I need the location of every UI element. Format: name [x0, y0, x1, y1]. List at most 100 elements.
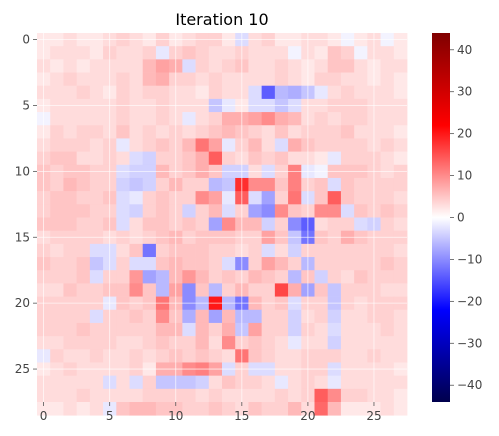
heatmap-cell [195, 388, 210, 403]
heatmap-cell [208, 309, 223, 324]
heatmap-cell [274, 217, 289, 232]
heatmap-cell [354, 388, 368, 403]
heatmap-cell [129, 138, 144, 153]
heatmap-cell [393, 125, 408, 139]
heatmap-cell [248, 375, 263, 390]
heatmap-cell [261, 375, 276, 390]
heatmap-cell [248, 322, 263, 337]
heatmap-cell [63, 375, 78, 390]
heatmap-cell [155, 112, 170, 126]
heatmap-cell [89, 243, 104, 258]
heatmap-cell [248, 177, 263, 192]
heatmap-cell [222, 375, 236, 390]
heatmap-cell [116, 257, 130, 271]
heatmap-cell [76, 309, 91, 324]
heatmap-cell [195, 204, 210, 218]
heatmap-cell [393, 59, 408, 73]
heatmap-cell [261, 336, 276, 350]
heatmap-cell [89, 85, 104, 100]
heatmap-cell [50, 309, 64, 324]
heatmap-cell [222, 402, 236, 416]
heatmap-cell [208, 375, 223, 390]
heatmap-cell [340, 85, 355, 100]
heatmap-cell [89, 270, 104, 284]
heatmap-cell [195, 125, 210, 139]
x-axis: 0 5 10 15 20 25 [40, 402, 382, 423]
heatmap-cell [222, 309, 236, 324]
heatmap-cell [288, 388, 302, 403]
heatmap-cell [327, 59, 342, 73]
heatmap-cell [327, 402, 342, 416]
heatmap-cell [274, 46, 289, 60]
heatmap-cell [314, 309, 329, 324]
heatmap-cell [288, 72, 302, 87]
heatmap-cell [340, 243, 355, 258]
heatmap-cell [288, 204, 302, 218]
heatmap-cell [89, 375, 104, 390]
heatmap-cell [274, 112, 289, 126]
heatmap-cell [116, 217, 130, 232]
heatmap-cell [195, 336, 210, 350]
heatmap-cell [142, 257, 157, 271]
heatmap-cell [129, 243, 144, 258]
heatmap-cell [76, 257, 91, 271]
heatmap-cell [89, 151, 104, 166]
heatmap-cell [182, 349, 196, 363]
heatmap-cell [314, 72, 329, 87]
heatmap-cell [129, 59, 144, 73]
heatmap-cell [195, 270, 210, 284]
heatmap-cell [288, 85, 302, 100]
heatmap-cell [393, 402, 408, 416]
heatmap-cell [116, 336, 130, 350]
heatmap-cell [76, 336, 91, 350]
heatmap-cell [261, 72, 276, 87]
y-tick-label: 25 [15, 362, 30, 376]
heatmap-cell [129, 349, 144, 363]
heatmap-cell [89, 46, 104, 60]
heatmap-cell [195, 217, 210, 232]
heatmap-cell [50, 177, 64, 192]
heatmap-cell [222, 204, 236, 218]
heatmap-cell [222, 112, 236, 126]
heatmap-cell [314, 46, 329, 60]
heatmap-cell [129, 375, 144, 390]
heatmap-cell [129, 257, 144, 271]
heatmap-cell [182, 257, 196, 271]
heatmap-cell [288, 336, 302, 350]
heatmap-cell [142, 191, 157, 205]
chart-title: Iteration 10 [175, 10, 268, 29]
heatmap-cell [208, 402, 223, 416]
heatmap-cell [142, 112, 157, 126]
heatmap-cell [208, 204, 223, 218]
y-tick-label: 0 [22, 33, 30, 47]
heatmap-cell [50, 138, 64, 153]
heatmap-cell [340, 46, 355, 60]
heatmap-cell [380, 349, 395, 363]
heatmap-cell [261, 349, 276, 363]
heatmap-cell [288, 112, 302, 126]
heatmap-cell [116, 243, 130, 258]
heatmap-cell [340, 336, 355, 350]
heatmap-cell [327, 243, 342, 258]
heatmap-cell [116, 177, 130, 192]
heatmap-cell [208, 59, 223, 73]
heatmap-cell [354, 375, 368, 390]
heatmap-cell [288, 322, 302, 337]
heatmap-cell [248, 336, 263, 350]
heatmap-cell [76, 388, 91, 403]
heatmap-cell [182, 85, 196, 100]
heatmap-cell [354, 177, 368, 192]
heatmap-cell [182, 322, 196, 337]
heatmap-cell [155, 402, 170, 416]
heatmap-cell [155, 375, 170, 390]
heatmap-cell [142, 375, 157, 390]
heatmap-cell [288, 59, 302, 73]
heatmap-cell [288, 349, 302, 363]
heatmap-cell [314, 402, 329, 416]
heatmap-cell [248, 217, 263, 232]
heatmap-cell [274, 375, 289, 390]
heatmap-cell [116, 349, 130, 363]
heatmap-cell [76, 138, 91, 153]
heatmap-cell [155, 72, 170, 87]
